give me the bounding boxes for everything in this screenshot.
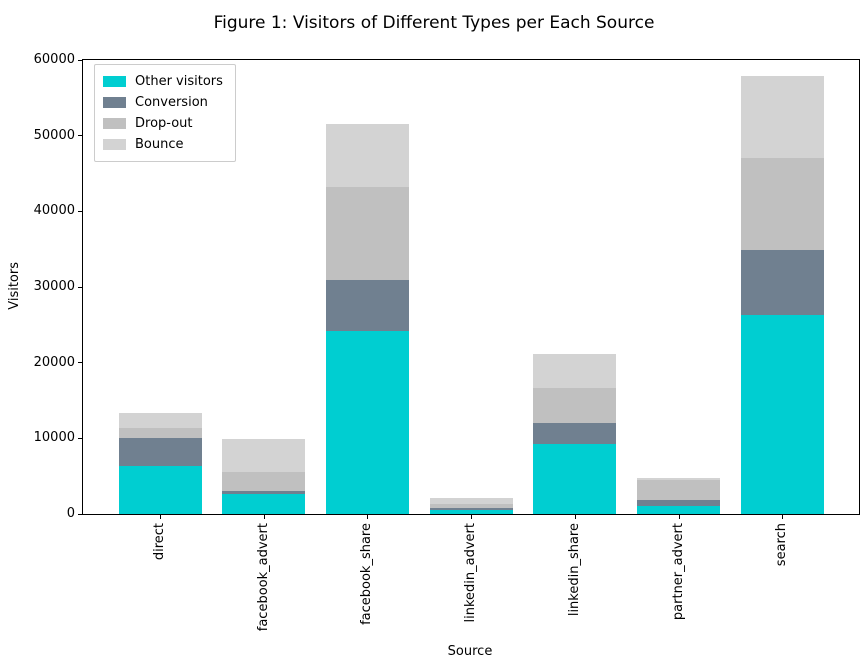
legend-item: Bounce	[103, 134, 223, 155]
x-tick-label-linkedin_share: linkedin_share	[566, 523, 582, 617]
legend-label: Conversion	[135, 95, 208, 110]
y-tick-mark	[78, 59, 82, 61]
legend-swatch	[103, 118, 126, 129]
x-tick-mark	[471, 515, 473, 519]
bar-segment-facebook_share-other-visitors	[325, 330, 409, 514]
plot-area: 0 10000 20000 30000 40000 50000 60000 direct fa…	[34, 52, 860, 631]
y-tick-label: 30000	[33, 279, 75, 294]
bar-segment-linkedin_advert-drop-out	[429, 504, 513, 508]
y-tick-label: 50000	[33, 127, 75, 143]
y-tick-label: 10000	[33, 430, 75, 446]
y-tick-mark	[78, 135, 82, 137]
x-tick-label-partner_advert: partner_advert	[670, 523, 686, 621]
y-tick-mark	[78, 210, 82, 212]
chart-title: Figure 1: Visitors of Different Types pe…	[213, 13, 655, 33]
legend-label: Bounce	[135, 137, 184, 152]
bar-segment-linkedin_share-bounce	[533, 354, 617, 388]
bar-segment-search-drop-out	[740, 157, 824, 250]
legend-swatch	[103, 97, 126, 108]
x-tick-label-search: search	[774, 523, 790, 567]
x-tick-label-facebook_advert: facebook_advert	[255, 523, 271, 632]
y-tick-label: 20000	[33, 354, 75, 370]
x-tick-mark	[782, 515, 784, 519]
bar-segment-search-conversion	[740, 249, 824, 315]
x-tick-label-facebook_share: facebook_share	[359, 523, 375, 625]
bar-segment-partner_advert-bounce	[637, 478, 720, 480]
x-tick-mark	[160, 515, 161, 519]
bar-segment-partner_advert-drop-out	[637, 479, 720, 500]
x-axis-label: Source	[447, 644, 493, 659]
bar-segment-search-bounce	[740, 75, 824, 158]
legend-swatch	[103, 76, 126, 87]
legend-label: Drop-out	[135, 116, 193, 131]
y-tick-mark	[78, 286, 82, 288]
bar-segment-facebook_share-bounce	[325, 123, 409, 188]
bar-segment-linkedin_share-other-visitors	[533, 443, 617, 514]
bar-segment-facebook_advert-bounce	[222, 439, 306, 473]
bar-segment-direct-other-visitors	[118, 465, 202, 514]
x-tick-label-direct: direct	[152, 523, 167, 561]
bar-segment-linkedin_advert-bounce	[429, 498, 513, 505]
legend-label: Other visitors	[135, 74, 223, 89]
bar-segment-direct-conversion	[118, 437, 202, 466]
y-tick-mark	[78, 437, 82, 439]
y-tick-label: 40000	[33, 203, 75, 219]
x-tick-mark	[263, 515, 265, 519]
bar-segment-facebook_advert-other-visitors	[222, 493, 306, 514]
bar-segment-partner_advert-conversion	[637, 500, 720, 506]
bar-segment-facebook_advert-drop-out	[222, 472, 306, 491]
legend-item: Other visitors	[103, 71, 223, 92]
y-tick-label: 0	[66, 506, 75, 521]
bar-segment-direct-drop-out	[118, 428, 202, 438]
bar-segment-linkedin_share-conversion	[533, 423, 617, 444]
bar-segment-search-other-visitors	[740, 314, 824, 514]
bar-segment-facebook_share-conversion	[325, 280, 409, 331]
bar-segment-facebook_advert-conversion	[222, 490, 306, 494]
x-tick-mark	[678, 515, 680, 519]
bar-segment-linkedin_share-drop-out	[533, 387, 617, 424]
bar-segment-linkedin_advert-conversion	[429, 507, 513, 511]
y-tick-mark	[78, 513, 82, 515]
legend-item: Drop-out	[103, 113, 223, 134]
bar-segment-facebook_share-drop-out	[325, 187, 409, 281]
legend-swatch	[103, 139, 126, 150]
y-tick-mark	[78, 362, 82, 364]
x-tick-label-linkedin_advert: linkedin_advert	[463, 523, 479, 623]
bar-segment-linkedin_advert-other-visitors	[429, 510, 513, 514]
x-tick-mark	[367, 515, 369, 519]
y-axis-label: Visitors	[6, 262, 22, 310]
x-tick-mark	[574, 515, 576, 519]
legend: Other visitors Conversion Drop-out Bounce	[94, 64, 236, 162]
y-tick-label: 60000	[33, 52, 75, 67]
legend-item: Conversion	[103, 92, 223, 113]
bar-segment-partner_advert-other-visitors	[637, 505, 720, 514]
bar-segment-direct-bounce	[118, 413, 202, 429]
